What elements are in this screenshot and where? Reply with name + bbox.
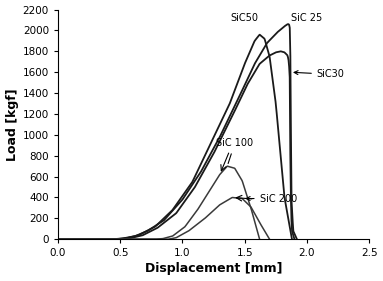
Y-axis label: Load [kgf]: Load [kgf] <box>6 88 18 161</box>
Text: SiC30: SiC30 <box>294 69 345 79</box>
Text: SiC 200: SiC 200 <box>246 194 297 203</box>
Text: SiC 100: SiC 100 <box>216 139 253 164</box>
Text: SiC 25: SiC 25 <box>291 13 322 22</box>
X-axis label: Displacement [mm]: Displacement [mm] <box>145 262 282 275</box>
Text: SiC50: SiC50 <box>231 13 259 22</box>
